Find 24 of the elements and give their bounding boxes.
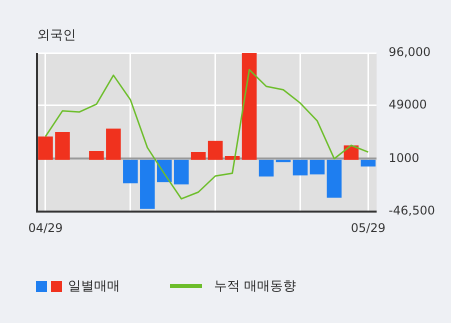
bar bbox=[208, 140, 223, 160]
legend-label: 일별매매 bbox=[68, 278, 120, 295]
chart-title: 외국인 bbox=[37, 27, 76, 44]
legend-label: 누적 매매동향 bbox=[214, 278, 296, 295]
bar bbox=[326, 160, 342, 198]
bar bbox=[292, 160, 308, 176]
x-tick-label: 05/29 bbox=[350, 220, 386, 235]
bar bbox=[360, 160, 376, 167]
y-tick-label: -46,500 bbox=[388, 204, 436, 218]
bar bbox=[310, 160, 325, 174]
y-tick-label: 96,000 bbox=[388, 45, 431, 60]
y-tick-label: 1000 bbox=[388, 150, 420, 165]
bar bbox=[190, 152, 206, 160]
y-tick-label: 49000 bbox=[388, 97, 427, 112]
bar bbox=[106, 128, 121, 160]
bar bbox=[38, 136, 53, 160]
bar bbox=[258, 160, 274, 177]
bar bbox=[140, 160, 155, 209]
bar bbox=[174, 160, 189, 184]
x-tick-label: 04/29 bbox=[28, 220, 63, 235]
bar bbox=[89, 150, 104, 160]
bar bbox=[123, 160, 138, 184]
bar bbox=[242, 53, 257, 160]
bar bbox=[55, 132, 70, 160]
